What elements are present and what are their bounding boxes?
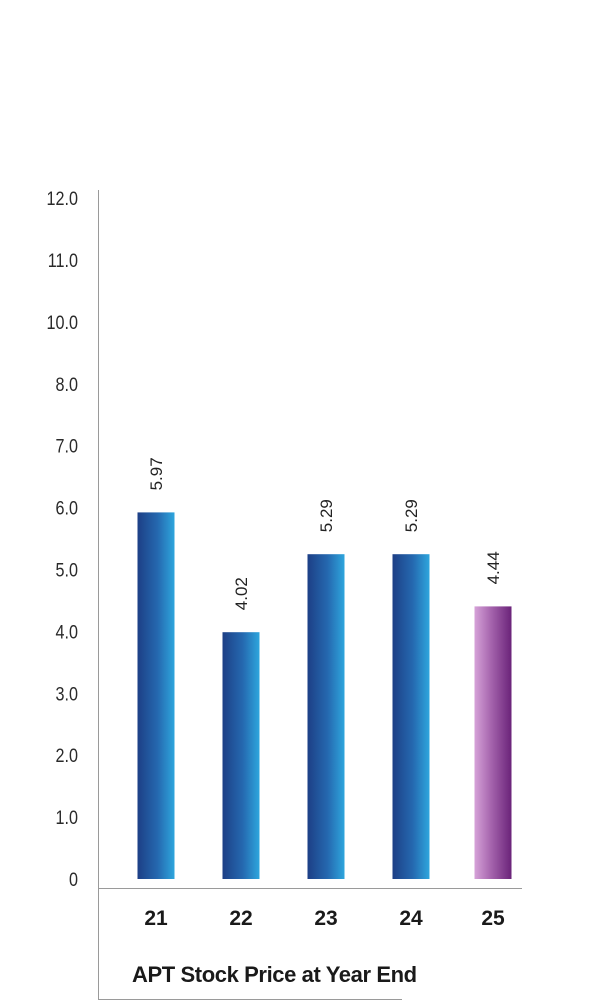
x-tick-label-24: 24 xyxy=(399,907,423,930)
y-tick-label: 7.0 xyxy=(56,435,79,457)
y-tick-label: 4.0 xyxy=(56,621,79,643)
chart-title: APT Stock Price at Year End xyxy=(132,962,417,987)
bar-value-label-25: 4.44 xyxy=(484,551,503,584)
y-tick-label: 6.0 xyxy=(56,497,79,519)
y-tick-label: 2.0 xyxy=(56,745,79,767)
y-tick-label: 8.0 xyxy=(56,374,79,396)
y-tick-label: 5.0 xyxy=(56,559,79,581)
x-tick-label-23: 23 xyxy=(314,907,337,930)
y-tick-label: 3.0 xyxy=(56,683,79,705)
bar-22 xyxy=(222,632,260,879)
data-labels: 5.97 4.02 5.29 5.29 4.44 xyxy=(147,457,503,610)
x-tick-label-25: 25 xyxy=(481,907,505,930)
bar-value-label-21: 5.97 xyxy=(147,457,166,490)
y-tick-label: 0 xyxy=(69,869,78,891)
bar-24 xyxy=(392,554,430,879)
bar-25 xyxy=(474,606,512,879)
y-axis-tick-labels: 0 1.0 2.0 3.0 4.0 5.0 6.0 7.0 8.0 10.0 11.0 12.0 xyxy=(47,188,79,890)
bar-value-label-22: 4.02 xyxy=(232,577,251,610)
bars xyxy=(137,512,512,879)
bar-21 xyxy=(137,512,175,879)
y-tick-label: 12.0 xyxy=(47,188,79,210)
bar-value-label-24: 5.29 xyxy=(402,499,421,532)
x-axis-tick-labels: 21 22 23 24 25 xyxy=(144,907,505,930)
x-tick-label-22: 22 xyxy=(229,907,252,930)
bar-value-label-23: 5.29 xyxy=(317,499,336,532)
y-tick-label: 10.0 xyxy=(47,312,79,334)
bar-23 xyxy=(307,554,345,879)
y-tick-label: 11.0 xyxy=(48,250,78,272)
x-tick-label-21: 21 xyxy=(144,907,168,930)
y-tick-label: 1.0 xyxy=(56,807,79,829)
